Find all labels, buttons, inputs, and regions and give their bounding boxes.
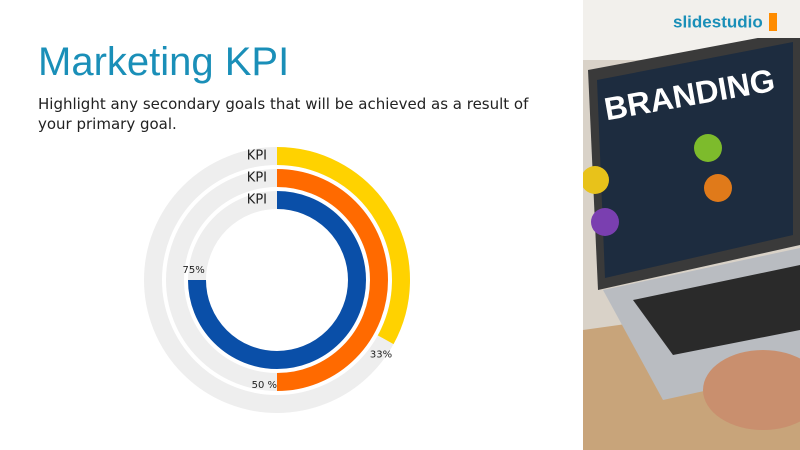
- laptop-screen: [597, 42, 793, 278]
- subtitle: Highlight any secondary goals that will …: [38, 95, 529, 133]
- icon: [591, 208, 619, 236]
- radial-bar: [276, 147, 410, 345]
- icon: [583, 166, 609, 194]
- logo-mark: [769, 13, 777, 31]
- hand: [703, 350, 800, 430]
- value-label: 50 %: [252, 380, 277, 391]
- chart: KPI 33% KPI 50 % KPI 75%: [144, 147, 410, 413]
- keyboard: [633, 265, 800, 355]
- radial-bar: [188, 191, 366, 369]
- title: Marketing KPI: [38, 40, 290, 84]
- logo-bg: [663, 8, 800, 38]
- category-label: KPI: [247, 149, 267, 164]
- icon: [694, 134, 722, 162]
- icon: [704, 174, 732, 202]
- category-label: KPI: [247, 193, 267, 208]
- category-label: KPI: [247, 171, 267, 186]
- value-label: 75%: [182, 265, 204, 276]
- radial-bar: [276, 169, 388, 391]
- value-label: 33%: [370, 350, 392, 361]
- logo: slidestudio: [673, 12, 763, 31]
- photo: BRANDING slidestudio: [583, 0, 800, 450]
